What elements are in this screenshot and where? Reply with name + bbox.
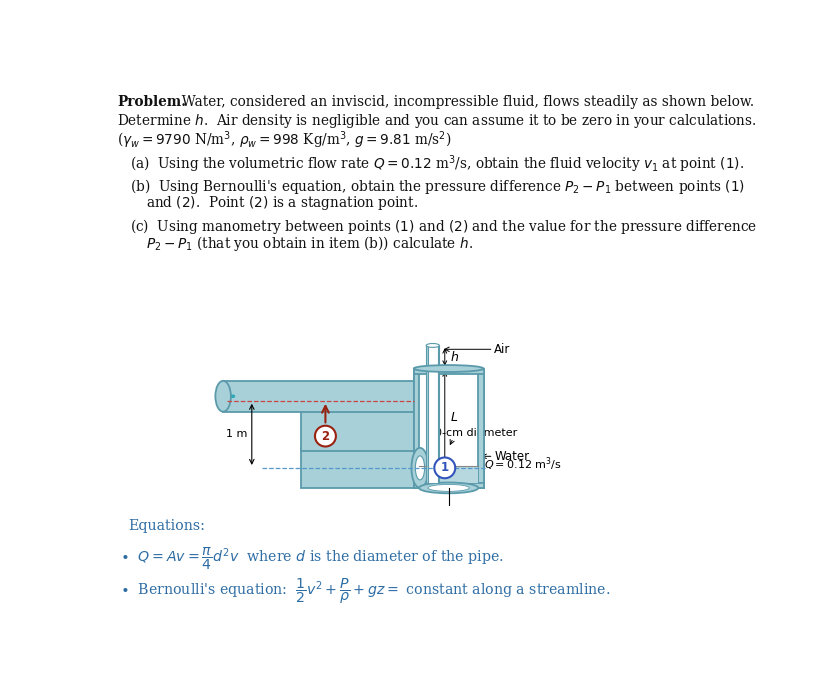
Bar xyxy=(426,346,439,482)
Text: Water, considered an inviscid, incompressible fluid, flows steadily as shown bel: Water, considered an inviscid, incompres… xyxy=(173,95,754,109)
Ellipse shape xyxy=(415,456,424,480)
Text: $L$: $L$ xyxy=(450,411,458,424)
Bar xyxy=(419,466,426,482)
Text: $\bullet$  Bernoulli's equation:  $\dfrac{1}{2}v^2 + \dfrac{P}{\rho} + gz =$ con: $\bullet$ Bernoulli's equation: $\dfrac{… xyxy=(120,576,611,606)
Text: Determine $h$.  Air density is negligible and you can assume it to be zero in yo: Determine $h$. Air density is negligible… xyxy=(117,112,756,130)
Text: $h$: $h$ xyxy=(450,350,459,364)
Text: (a)  Using the volumetric flow rate $Q = 0.12$ m$^3$/s, obtain the fluid velocit: (a) Using the volumetric flow rate $Q = … xyxy=(130,154,744,176)
Ellipse shape xyxy=(428,484,469,491)
Bar xyxy=(414,482,484,488)
Ellipse shape xyxy=(414,365,484,372)
Text: ($\gamma_w = 9790$ N/m$^3$, $\rho_w = 998$ Kg/m$^3$, $g = 9.81$ m/s$^2$): ($\gamma_w = 9790$ N/m$^3$, $\rho_w = 99… xyxy=(117,129,452,151)
Bar xyxy=(426,346,428,482)
Text: (b)  Using Bernoulli's equation, obtain the pressure difference $P_2 - P_1$ betw: (b) Using Bernoulli's equation, obtain t… xyxy=(130,177,745,196)
Circle shape xyxy=(315,426,336,447)
Bar xyxy=(223,381,420,412)
Circle shape xyxy=(434,457,455,478)
Bar xyxy=(439,466,478,482)
Text: Air: Air xyxy=(494,343,511,355)
Bar xyxy=(414,369,484,488)
Text: $\bullet$  $Q = Av = \dfrac{\pi}{4}d^2v$  where $d$ is the diameter of the pipe.: $\bullet$ $Q = Av = \dfrac{\pi}{4}d^2v$ … xyxy=(120,546,504,572)
Ellipse shape xyxy=(419,482,478,493)
Bar xyxy=(438,346,439,482)
Bar xyxy=(478,369,484,488)
Text: 1: 1 xyxy=(441,461,449,475)
Text: $P_2 - P_1$ (that you obtain in item (b)) calculate $h$.: $P_2 - P_1$ (that you obtain in item (b)… xyxy=(146,233,473,253)
Bar xyxy=(301,448,420,488)
Bar xyxy=(414,369,419,488)
Bar xyxy=(301,408,420,451)
Text: 30-cm diameter: 30-cm diameter xyxy=(428,428,517,438)
Bar xyxy=(414,369,484,374)
Text: 2: 2 xyxy=(321,429,330,443)
Text: Water: Water xyxy=(494,450,530,463)
Ellipse shape xyxy=(411,448,428,488)
Text: $Q = 0.12$ m$^3$/s: $Q = 0.12$ m$^3$/s xyxy=(485,455,562,473)
Text: and $(2)$.  Point $(2)$ is a stagnation point.: and $(2)$. Point $(2)$ is a stagnation p… xyxy=(146,194,418,212)
Ellipse shape xyxy=(215,381,231,412)
Text: 1 m: 1 m xyxy=(226,429,247,439)
Text: Equations:: Equations: xyxy=(128,519,205,533)
Text: (c)  Using manometry between points $(1)$ and $(2)$ and the value for the pressu: (c) Using manometry between points $(1)$… xyxy=(130,217,757,236)
Text: Problem.: Problem. xyxy=(117,95,186,109)
Ellipse shape xyxy=(426,344,439,347)
